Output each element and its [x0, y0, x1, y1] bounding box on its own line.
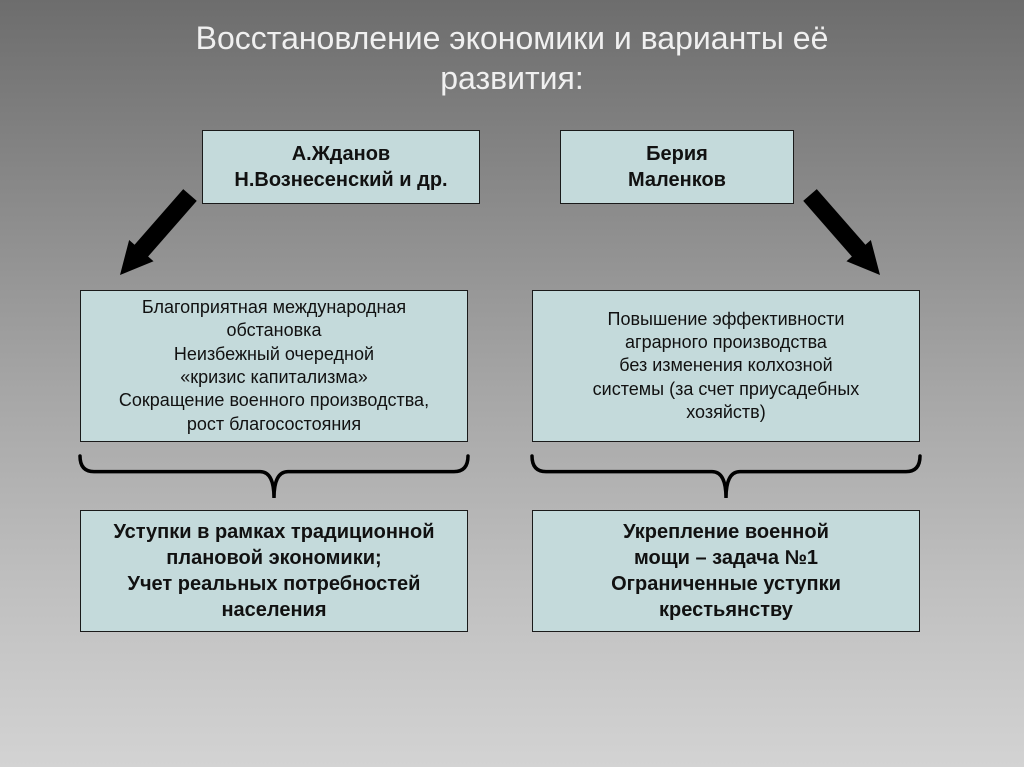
box-bot-left: Уступки в рамках традиционной плановой э…	[80, 510, 468, 632]
brace-icon	[532, 456, 920, 498]
arrow-icon	[803, 189, 880, 275]
slide-title: Восстановление экономики и варианты её р…	[0, 18, 1024, 98]
box-mid-right: Повышение эффективности аграрного произв…	[532, 290, 920, 442]
box-bot-right: Укрепление военной мощи – задача №1 Огра…	[532, 510, 920, 632]
box-mid-left: Благоприятная международная обстановка Н…	[80, 290, 468, 442]
brace-icon	[80, 456, 468, 498]
box-top-right: Берия Маленков	[560, 130, 794, 204]
box-top-left: А.Жданов Н.Вознесенский и др.	[202, 130, 480, 204]
arrow-icon	[120, 189, 197, 275]
